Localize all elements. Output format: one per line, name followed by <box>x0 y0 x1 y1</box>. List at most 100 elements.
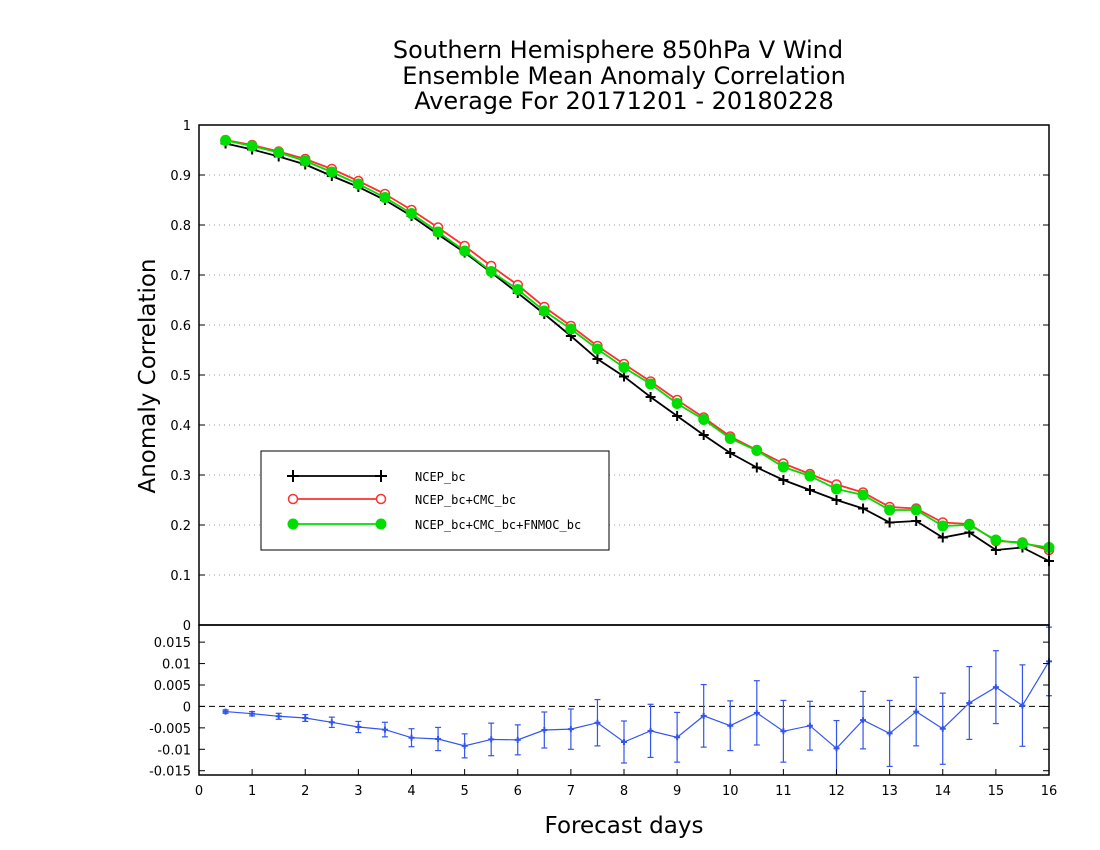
xtick-label-5: 5 <box>460 784 468 799</box>
point-ncep-bc-26 <box>911 516 922 526</box>
bottom-ytick-label-0: 0 <box>183 700 191 715</box>
point-ncep-bc-cmc-bc-fnmoc-bc-21 <box>777 461 789 473</box>
xtick-label-16: 16 <box>1041 784 1058 799</box>
point-ncep-bc-cmc-bc-fnmoc-bc-17 <box>671 398 683 409</box>
bottom-ytick-label-0-01: 0.01 <box>162 658 191 673</box>
xtick-label-10: 10 <box>722 784 739 799</box>
difference-point-22 <box>806 722 813 729</box>
point-ncep-bc-21 <box>778 475 789 485</box>
difference-point-29 <box>992 684 999 691</box>
point-ncep-bc-15 <box>619 371 629 382</box>
xtick-label-0: 0 <box>195 784 203 799</box>
point-ncep-bc-cmc-bc-fnmoc-bc-6 <box>379 192 391 203</box>
point-ncep-bc-23 <box>831 495 842 505</box>
point-ncep-bc-cmc-bc-fnmoc-bc-29 <box>990 534 1002 546</box>
bottom-panel-series <box>222 626 1052 775</box>
point-ncep-bc-cmc-bc-fnmoc-bc-11 <box>512 284 524 295</box>
point-ncep-bc-cmc-bc-fnmoc-bc-22 <box>804 470 816 482</box>
point-ncep-bc-22 <box>804 485 815 495</box>
series-ncep-bc-cmc-bc-fnmoc-bc <box>220 135 1055 553</box>
xtick-label-1: 1 <box>248 784 256 799</box>
legend-marker-ncep-bc-cmc-bc-fnmoc-bc-0 <box>287 518 299 530</box>
point-ncep-bc-cmc-bc-fnmoc-bc-25 <box>884 504 896 516</box>
point-ncep-bc-cmc-bc-fnmoc-bc-10 <box>485 266 497 277</box>
difference-point-16 <box>647 727 654 734</box>
point-ncep-bc-cmc-bc-fnmoc-bc-5 <box>352 178 364 190</box>
x-axis-label: Forecast days <box>545 813 704 839</box>
point-ncep-bc-cmc-bc-fnmoc-bc-7 <box>406 208 417 219</box>
chart-title-line-2: Ensemble Mean Anomaly Correlation <box>402 62 846 90</box>
x-axis-ticks: 0 1 2 3 4 5 6 7 8 9 10 11 12 13 14 15 16 <box>195 769 1057 799</box>
difference-point-1 <box>249 710 256 717</box>
xtick-label-12: 12 <box>828 784 845 799</box>
point-ncep-bc-cmc-bc-fnmoc-bc-2 <box>273 147 285 158</box>
difference-point-5 <box>355 724 362 730</box>
top-ytick-label-0-9: 0.9 <box>170 169 191 184</box>
top-ytick-label-0-1: 0.1 <box>170 569 191 584</box>
bottom-ytick-label-0-015: -0.015 <box>149 765 191 780</box>
point-ncep-bc-24 <box>858 503 869 514</box>
point-ncep-bc-cmc-bc-fnmoc-bc-8 <box>432 226 444 238</box>
point-ncep-bc-cmc-bc-fnmoc-bc-24 <box>857 489 869 501</box>
bottom-ytick-label-0-005: 0.005 <box>154 679 191 694</box>
top-ytick-label-0-4: 0.4 <box>170 419 191 434</box>
point-ncep-bc-16 <box>645 392 656 402</box>
point-ncep-bc-25 <box>884 517 895 528</box>
difference-point-7 <box>408 734 415 741</box>
point-ncep-bc-20 <box>751 462 762 473</box>
legend-samples <box>287 470 387 530</box>
difference-point-0 <box>222 708 229 715</box>
legend-marker-ncep-bc-cmc-bc-fnmoc-bc-1 <box>375 518 387 530</box>
point-ncep-bc-cmc-bc-fnmoc-bc-26 <box>910 504 922 516</box>
point-ncep-bc-cmc-bc-fnmoc-bc-14 <box>591 343 603 355</box>
top-ytick-label-0: 0 <box>183 619 191 634</box>
top-panel-series <box>220 134 1055 566</box>
xtick-label-15: 15 <box>988 784 1005 799</box>
legend-marker-ncep-bc-1 <box>375 470 387 482</box>
xtick-label-9: 9 <box>673 784 681 799</box>
point-ncep-bc-cmc-bc-fnmoc-bc-0 <box>220 135 232 146</box>
difference-point-23 <box>833 745 840 752</box>
xtick-label-3: 3 <box>354 784 362 799</box>
point-ncep-bc-17 <box>672 411 683 421</box>
xtick-label-8: 8 <box>620 784 628 799</box>
top-ytick-label-0-2: 0.2 <box>170 519 191 534</box>
difference-point-20 <box>753 709 760 716</box>
point-ncep-bc-cmc-bc-fnmoc-bc-12 <box>538 305 550 317</box>
bottom-y-axis-ticks: -0.015 -0.01 -0.005 0 0.005 0.01 0.015 <box>149 636 1049 780</box>
difference-point-3 <box>302 715 309 721</box>
point-ncep-bc-14 <box>592 354 603 364</box>
top-ytick-label-0-5: 0.5 <box>170 369 191 384</box>
point-ncep-bc-cmc-bc-fnmoc-bc-28 <box>963 519 975 531</box>
point-ncep-bc-18 <box>698 430 709 440</box>
point-ncep-bc-cmc-bc-fnmoc-bc-1 <box>246 140 258 152</box>
xtick-label-14: 14 <box>934 784 951 799</box>
difference-point-12 <box>541 727 548 733</box>
legend-label-3: NCEP_bc+CMC_bc+FNMOC_bc <box>415 518 581 532</box>
difference-point-24 <box>860 717 867 724</box>
difference-point-9 <box>461 742 468 749</box>
point-ncep-bc-cmc-bc-fnmoc-bc-15 <box>618 362 630 373</box>
bottom-ytick-label-0-01: -0.01 <box>157 743 191 758</box>
legend-marker-ncep-bc-cmc-bc-0 <box>287 493 299 505</box>
bottom-ytick-label-0-005: -0.005 <box>149 722 191 737</box>
point-ncep-bc-cmc-bc-fnmoc-bc-13 <box>565 323 577 335</box>
difference-point-13 <box>567 726 574 733</box>
difference-point-27 <box>939 725 946 732</box>
difference-point-6 <box>381 726 388 733</box>
point-ncep-bc-29 <box>990 545 1001 555</box>
difference-point-18 <box>700 712 707 719</box>
difference-point-28 <box>966 700 973 706</box>
chart-title-line-3: Average For 20171201 - 20180228 <box>414 87 834 115</box>
y-axis-label: Anomaly Correlation <box>135 258 161 493</box>
legend-marker-ncep-bc-0 <box>287 470 299 482</box>
difference-point-2 <box>275 713 282 720</box>
point-ncep-bc-cmc-bc-fnmoc-bc-19 <box>724 433 736 444</box>
legend-label-2: NCEP_bc+CMC_bc <box>415 493 516 507</box>
difference-point-8 <box>435 736 442 742</box>
difference-point-26 <box>913 708 920 715</box>
xtick-label-11: 11 <box>775 784 792 799</box>
point-ncep-bc-cmc-bc-fnmoc-bc-30 <box>1016 538 1028 549</box>
top-ytick-label-0-7: 0.7 <box>170 269 191 284</box>
